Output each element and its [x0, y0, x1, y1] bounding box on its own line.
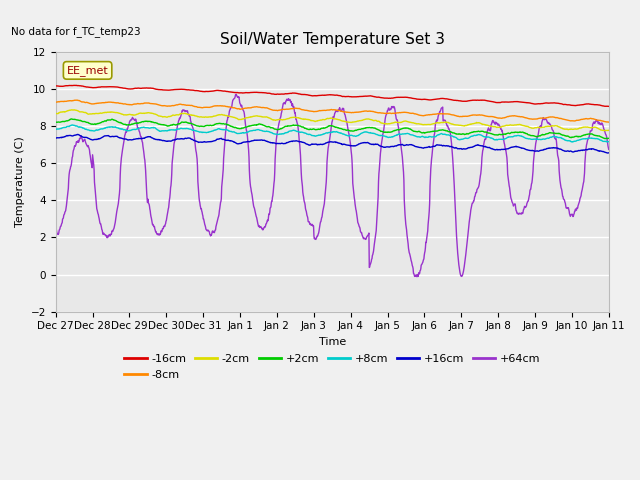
-2cm	[237, 117, 244, 122]
Legend: -16cm, -8cm, -2cm, +2cm, +8cm, +16cm, +64cm: -16cm, -8cm, -2cm, +2cm, +8cm, +16cm, +6…	[120, 349, 545, 384]
-2cm	[600, 128, 607, 133]
+8cm	[605, 139, 612, 144]
Line: -2cm: -2cm	[56, 110, 609, 131]
+16cm	[605, 150, 612, 156]
Y-axis label: Temperature (C): Temperature (C)	[15, 136, 25, 227]
+2cm	[52, 120, 60, 125]
+16cm	[540, 147, 547, 153]
X-axis label: Time: Time	[319, 337, 346, 347]
-2cm	[605, 127, 612, 133]
-8cm	[74, 97, 81, 103]
+64cm	[161, 222, 169, 228]
+64cm	[237, 103, 244, 109]
Line: +16cm: +16cm	[56, 134, 609, 153]
+2cm	[419, 130, 426, 136]
+8cm	[237, 130, 244, 136]
+2cm	[602, 136, 609, 142]
-8cm	[540, 115, 547, 121]
+2cm	[175, 121, 183, 127]
+16cm	[604, 150, 611, 156]
-16cm	[175, 86, 183, 92]
-16cm	[52, 83, 60, 89]
-16cm	[72, 83, 79, 88]
-8cm	[605, 119, 612, 125]
-16cm	[419, 96, 426, 102]
+64cm	[232, 92, 240, 97]
+64cm	[605, 146, 612, 152]
+16cm	[237, 141, 244, 146]
+8cm	[175, 126, 183, 132]
+64cm	[413, 274, 420, 280]
-2cm	[52, 110, 60, 116]
Line: -8cm: -8cm	[56, 100, 609, 122]
-8cm	[237, 106, 244, 112]
Line: +2cm: +2cm	[56, 119, 609, 139]
+2cm	[540, 132, 547, 138]
+8cm	[68, 122, 76, 128]
+16cm	[162, 138, 170, 144]
Title: Soil/Water Temperature Set 3: Soil/Water Temperature Set 3	[220, 32, 445, 47]
-16cm	[237, 90, 244, 96]
+16cm	[175, 136, 183, 142]
+8cm	[162, 128, 170, 133]
-16cm	[540, 100, 547, 106]
-16cm	[162, 87, 170, 93]
-8cm	[162, 103, 170, 109]
+8cm	[540, 136, 547, 142]
+64cm	[52, 228, 60, 233]
+64cm	[540, 117, 548, 122]
-2cm	[491, 124, 499, 130]
+2cm	[68, 116, 76, 122]
+2cm	[162, 122, 170, 128]
+16cm	[491, 147, 499, 153]
+8cm	[491, 137, 499, 143]
+2cm	[237, 126, 244, 132]
+16cm	[52, 135, 60, 141]
-2cm	[70, 107, 78, 113]
Line: -16cm: -16cm	[56, 85, 609, 107]
-16cm	[491, 99, 499, 105]
+64cm	[419, 260, 426, 265]
-2cm	[162, 114, 170, 120]
-8cm	[175, 101, 183, 107]
-8cm	[419, 113, 426, 119]
+16cm	[74, 132, 81, 137]
+16cm	[419, 145, 426, 151]
+8cm	[568, 139, 576, 145]
+64cm	[491, 120, 499, 126]
-2cm	[175, 112, 183, 118]
Text: EE_met: EE_met	[67, 65, 108, 76]
+64cm	[175, 118, 182, 123]
Line: +64cm: +64cm	[56, 95, 609, 277]
-8cm	[491, 114, 499, 120]
+8cm	[419, 133, 426, 139]
-2cm	[540, 124, 547, 130]
-2cm	[419, 121, 426, 127]
Line: +8cm: +8cm	[56, 125, 609, 142]
-8cm	[52, 99, 60, 105]
-16cm	[605, 104, 612, 109]
Text: No data for f_TC_temp23: No data for f_TC_temp23	[12, 26, 141, 37]
+2cm	[491, 132, 499, 138]
+8cm	[52, 126, 60, 132]
+2cm	[605, 135, 612, 141]
